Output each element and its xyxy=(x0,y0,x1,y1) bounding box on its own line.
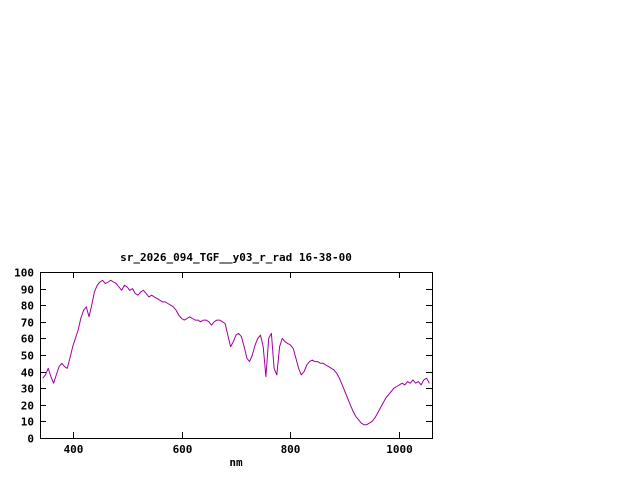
y-tick-label: 70 xyxy=(21,317,34,330)
y-tick-label: 20 xyxy=(21,400,34,413)
x-tick-label: 400 xyxy=(64,443,84,456)
y-tick-label: 80 xyxy=(21,300,34,313)
y-tick-label: 0 xyxy=(27,433,34,446)
x-tick-label: 800 xyxy=(281,443,301,456)
x-tick-label: 600 xyxy=(173,443,193,456)
y-tick-label: 100 xyxy=(14,267,34,280)
plot-title: sr_2026_094_TGF__y03_r_rad 16-38-00 xyxy=(120,251,352,264)
spectrum-curve xyxy=(42,279,430,426)
x-axis-label: nm xyxy=(229,456,243,469)
y-tick-label: 40 xyxy=(21,367,34,380)
x-tick-label: 1000 xyxy=(386,443,413,456)
plot-border xyxy=(40,272,433,439)
y-tick-label: 60 xyxy=(21,333,34,346)
y-tick-label: 30 xyxy=(21,383,34,396)
y-tick-label: 50 xyxy=(21,350,34,363)
y-tick-label: 90 xyxy=(21,284,34,297)
y-tick-label: 10 xyxy=(21,416,34,429)
